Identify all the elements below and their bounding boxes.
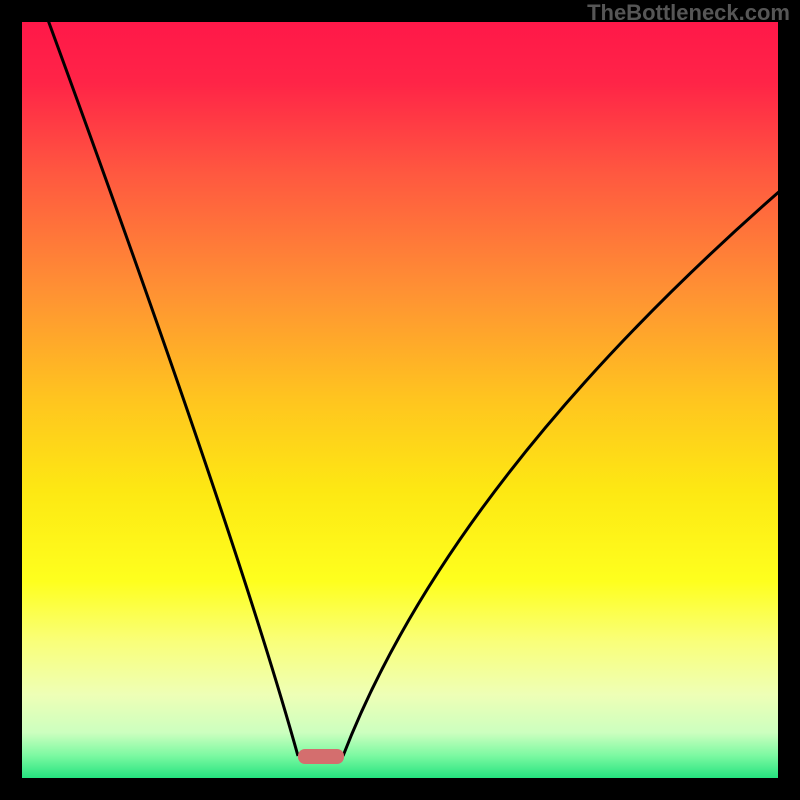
minimum-marker bbox=[298, 749, 344, 764]
bottleneck-curve-chart bbox=[0, 0, 800, 800]
chart-container: TheBottleneck.com bbox=[0, 0, 800, 800]
gradient-panel bbox=[22, 22, 778, 778]
